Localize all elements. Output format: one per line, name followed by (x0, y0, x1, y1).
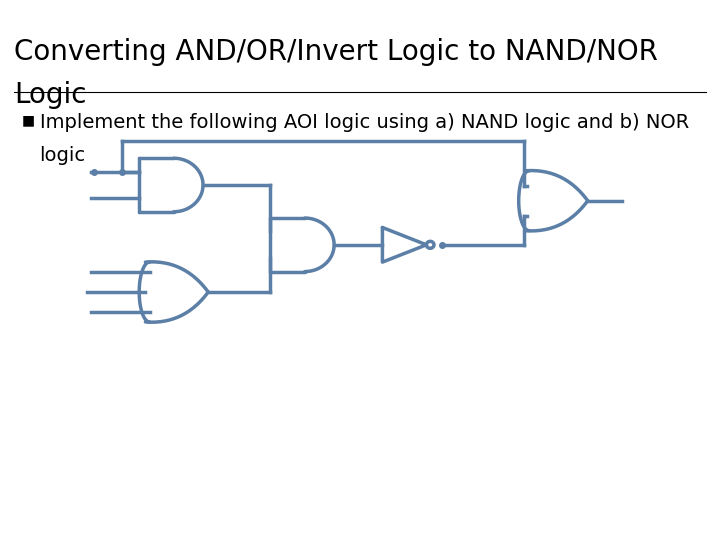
Text: Unit – 2 : Boolean Algebra and Mapping: Unit – 2 : Boolean Algebra and Mapping (14, 511, 318, 526)
Text: 41: 41 (351, 511, 369, 526)
Text: ■: ■ (22, 113, 35, 127)
Text: logic: logic (40, 146, 86, 165)
Text: Darshan Institute of Engineering & Technology: Darshan Institute of Engineering & Techn… (349, 511, 706, 526)
Text: Implement the following AOI logic using a) NAND logic and b) NOR: Implement the following AOI logic using … (40, 113, 689, 132)
Text: Logic: Logic (14, 81, 87, 109)
Text: Converting AND/OR/Invert Logic to NAND/NOR: Converting AND/OR/Invert Logic to NAND/N… (14, 38, 658, 66)
